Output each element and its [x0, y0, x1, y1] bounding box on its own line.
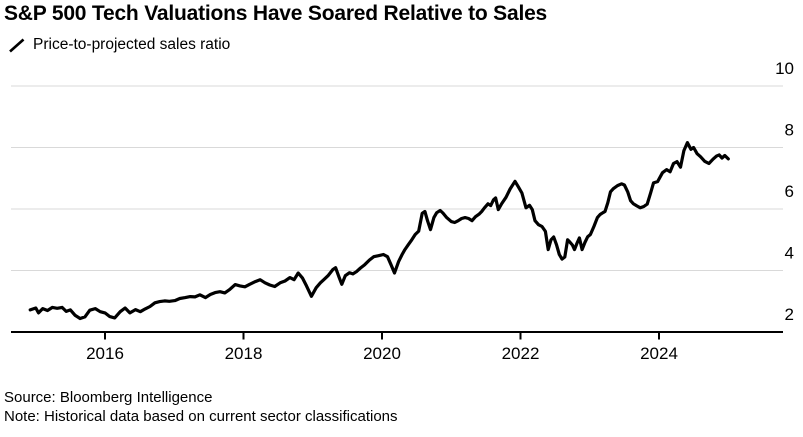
- chart-footer: Source: Bloomberg Intelligence Note: His…: [4, 389, 398, 426]
- diagonal-line-swatch-icon: [9, 38, 25, 52]
- y-tick-label: 8: [785, 121, 794, 140]
- chart-legend: Price-to-projected sales ratio: [8, 36, 230, 54]
- x-tick-label: 2022: [502, 344, 540, 363]
- y-tick-label: 4: [785, 244, 794, 263]
- x-tick-label: 2018: [225, 344, 263, 363]
- x-tick-label: 2020: [363, 344, 401, 363]
- x-tick-label: 2016: [86, 344, 124, 363]
- y-tick-label: 2: [785, 305, 794, 324]
- x-tick-label: 2024: [640, 344, 678, 363]
- chart-title: S&P 500 Tech Valuations Have Soared Rela…: [4, 2, 548, 25]
- y-tick-label: 10: [775, 59, 794, 78]
- note-text: Note: Historical data based on current s…: [4, 407, 398, 425]
- price-to-sales-line: [28, 141, 730, 321]
- legend-label: Price-to-projected sales ratio: [33, 36, 231, 53]
- source-text: Source: Bloomberg Intelligence: [4, 389, 213, 406]
- y-tick-label: 6: [785, 182, 794, 201]
